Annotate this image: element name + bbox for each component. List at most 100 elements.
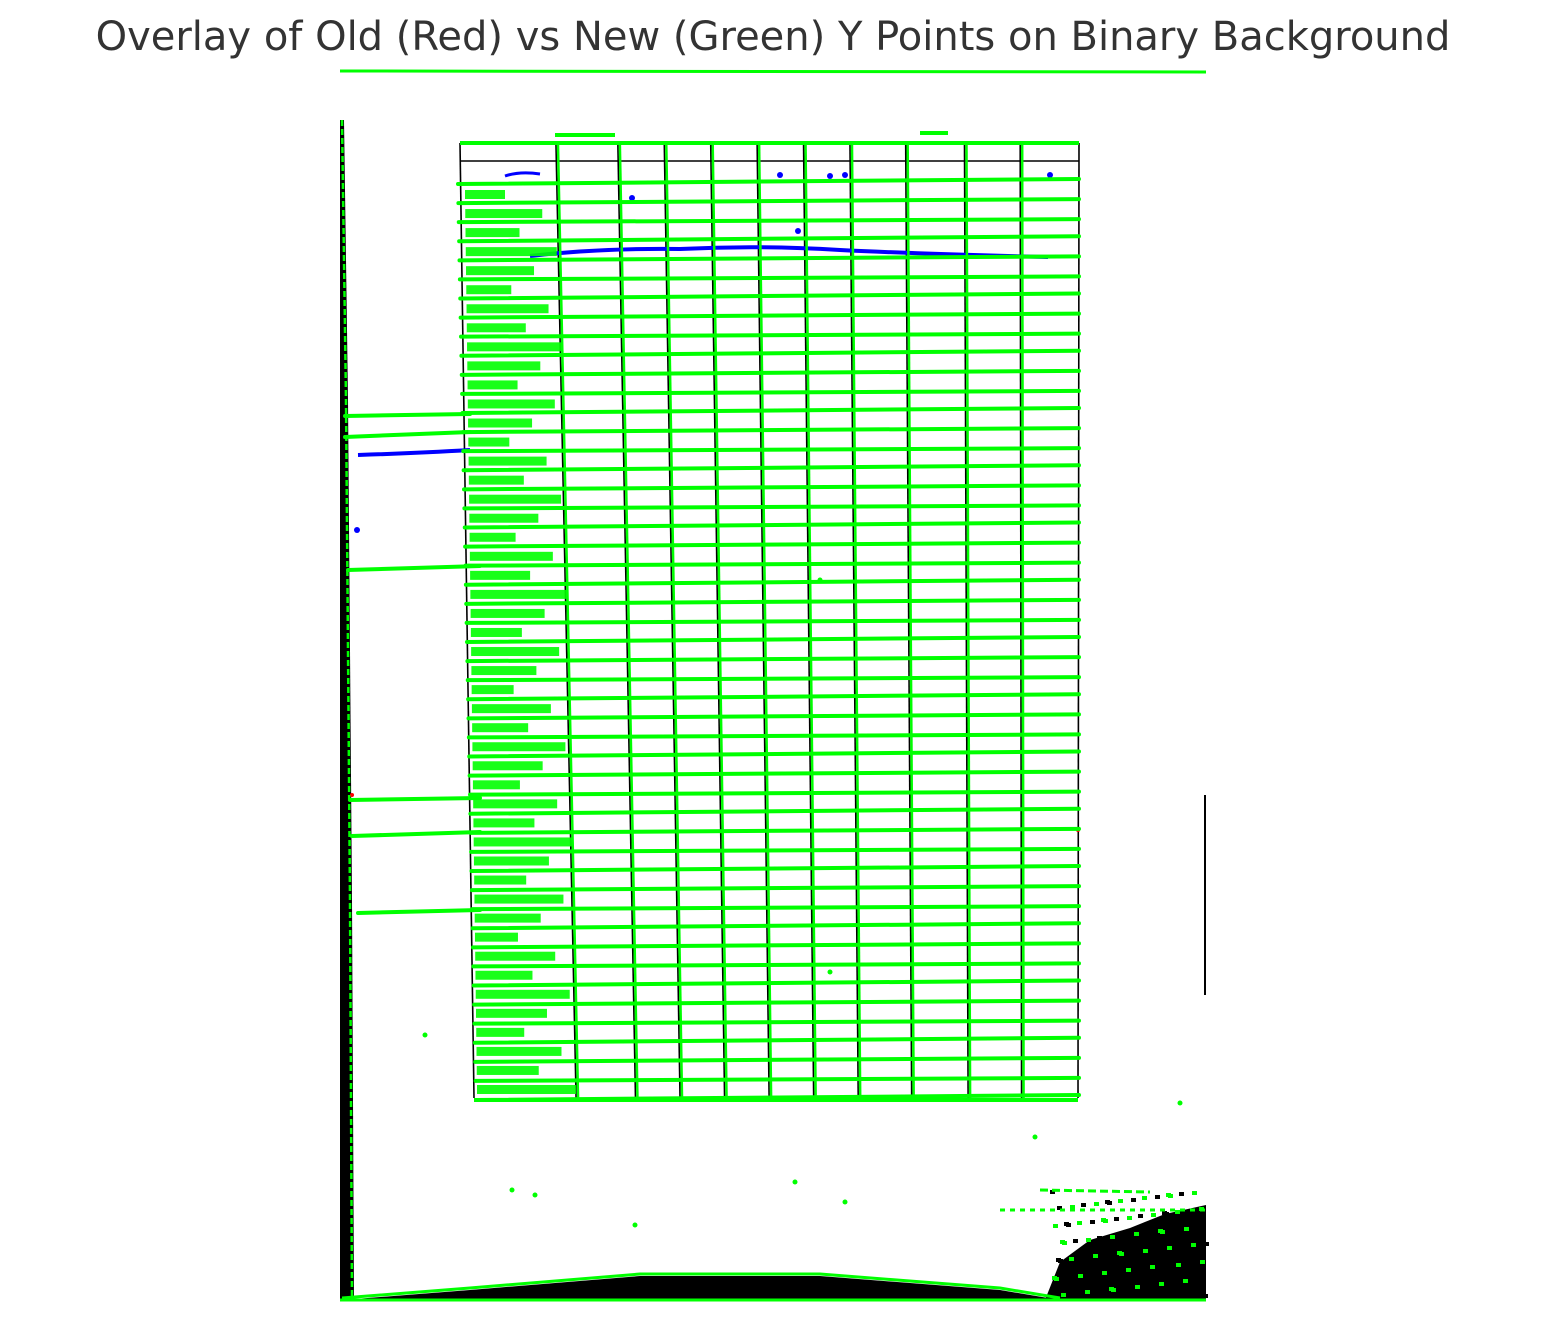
new-speckle <box>1166 1193 1171 1197</box>
new-speckle <box>1078 1274 1083 1278</box>
new-row-line <box>460 406 1081 415</box>
new-row-label-mark <box>472 723 529 733</box>
new-speckle <box>1105 1200 1110 1204</box>
new-speckle <box>1118 1199 1123 1203</box>
new-bottom-contour <box>341 1272 1061 1300</box>
new-isolated-point <box>817 577 823 583</box>
contour-curve <box>529 245 1049 259</box>
new-speckle <box>1162 1211 1167 1215</box>
new-row-label-mark <box>465 209 543 219</box>
new-speckle <box>1101 1218 1106 1222</box>
new-isolated-point <box>532 1192 538 1198</box>
new-page-top <box>339 69 1207 74</box>
new-row-label-mark <box>467 399 555 409</box>
contour-dot <box>354 527 360 533</box>
new-isolated-point <box>1177 1100 1183 1106</box>
new-row-line <box>456 197 1081 206</box>
new-row-line <box>473 1075 1081 1083</box>
table-column-line <box>459 142 475 1099</box>
new-speckle <box>1147 1231 1152 1235</box>
new-row-line <box>460 426 1081 435</box>
new-column-line <box>1020 142 1025 1099</box>
new-row-label-mark <box>476 1027 525 1037</box>
new-speckle <box>1074 1292 1079 1296</box>
new-speckle <box>1090 1220 1095 1224</box>
new-row-label-mark <box>468 437 510 447</box>
new-column-line <box>556 142 580 1099</box>
new-speckle <box>1163 1264 1168 1268</box>
new-speckle <box>1167 1246 1172 1250</box>
new-speckle <box>1200 1260 1205 1264</box>
new-margin-line <box>343 430 472 439</box>
new-row-label-mark <box>471 685 514 695</box>
new-row-label-mark <box>475 951 556 961</box>
new-column-line <box>804 142 817 1099</box>
new-row-line <box>472 1035 1081 1045</box>
new-isolated-point <box>842 1199 848 1205</box>
new-speckle <box>1146 1283 1151 1287</box>
new-column-line <box>665 142 684 1099</box>
new-row-label-mark <box>466 323 526 333</box>
new-row-label-mark <box>472 761 543 771</box>
new-margin-line <box>348 796 482 802</box>
contour-curve <box>357 448 471 457</box>
new-speckle <box>1073 1239 1078 1243</box>
contour-dot <box>629 195 635 201</box>
new-row-label-mark <box>471 704 551 714</box>
new-speckle <box>1130 1250 1135 1254</box>
new-speckle <box>1106 1253 1111 1257</box>
new-margin-line <box>343 412 472 418</box>
new-row-label-mark <box>474 894 564 904</box>
new-speckle <box>1050 1190 1055 1194</box>
new-row-label-mark <box>475 970 533 980</box>
new-row-label-mark <box>467 380 518 390</box>
new-speckle <box>1085 1290 1090 1294</box>
new-speckle <box>1187 1261 1192 1265</box>
new-row-label-mark <box>466 285 512 295</box>
new-row-label-mark <box>467 342 564 352</box>
page-bottom-hump <box>342 1276 1060 1300</box>
new-speckle <box>1123 1234 1128 1238</box>
new-speckle <box>1171 1228 1176 1232</box>
new-speckle <box>1109 1287 1114 1291</box>
new-speckle <box>1179 1192 1184 1196</box>
new-speckle <box>1113 1269 1118 1273</box>
new-row-label-mark <box>472 742 566 752</box>
new-row-label-mark <box>469 532 516 542</box>
new-speckle <box>1086 1238 1091 1242</box>
new-row-label-mark <box>470 589 568 599</box>
new-row-label-mark <box>473 837 572 847</box>
new-isolated-point <box>632 1222 638 1228</box>
new-column-line <box>850 142 862 1099</box>
new-row-label-mark <box>475 1008 547 1018</box>
new-column-line <box>906 142 915 1099</box>
new-speckle <box>1052 1276 1057 1280</box>
new-speckle <box>1065 1275 1070 1279</box>
new-row-label-mark <box>465 190 505 199</box>
new-row-label-mark <box>465 247 557 257</box>
contour-dot <box>777 172 783 178</box>
new-speckle <box>1114 1217 1119 1221</box>
new-speckle <box>1154 1247 1159 1251</box>
new-speckle <box>1094 1202 1099 1206</box>
new-speckle <box>1057 1206 1062 1210</box>
new-speckle <box>1070 1205 1075 1209</box>
new-row-line <box>459 368 1081 377</box>
new-speckle <box>1139 1267 1144 1271</box>
new-row-label-mark <box>476 1046 562 1056</box>
new-row-label-mark <box>475 989 570 999</box>
new-isolated-point <box>792 1179 798 1185</box>
new-row-line <box>457 254 1081 263</box>
new-speckle <box>1138 1214 1143 1218</box>
new-speckle <box>1175 1210 1180 1214</box>
new-speckle <box>1077 1221 1082 1225</box>
new-speckle <box>1183 1279 1188 1283</box>
new-speckle <box>1093 1254 1098 1258</box>
new-row-label-mark <box>473 818 535 828</box>
contour-dot <box>795 228 801 234</box>
new-speckle <box>1082 1256 1087 1260</box>
new-speckle-line <box>1039 1188 1151 1194</box>
contour-dot <box>827 173 833 179</box>
new-speckle <box>1061 1293 1066 1297</box>
